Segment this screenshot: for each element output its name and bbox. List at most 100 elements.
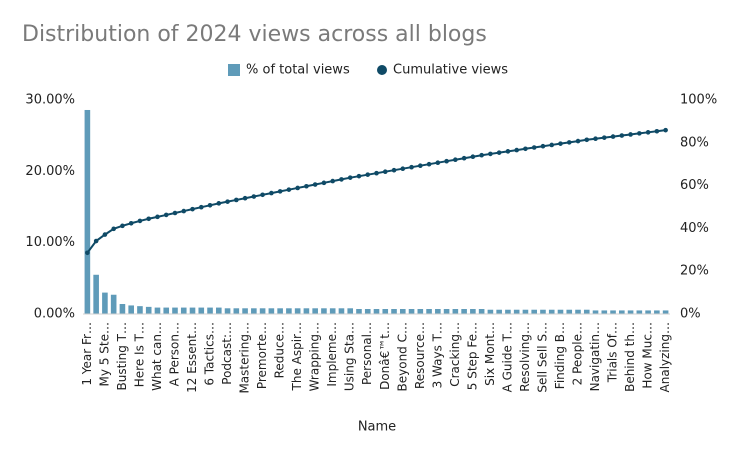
bar <box>399 309 406 314</box>
y-tick-label: 10.00% <box>25 235 75 250</box>
x-tick-label: Trials Of… <box>606 322 620 383</box>
x-tick-label: The Aspir… <box>290 322 304 391</box>
cumulative-point <box>146 216 152 222</box>
x-tick-label: Beyond C… <box>395 322 409 391</box>
cumulative-point <box>137 218 143 224</box>
cumulative-point <box>558 141 563 146</box>
cumulative-point <box>120 223 125 229</box>
cumulative-point <box>155 214 160 220</box>
cumulative-point <box>356 173 362 179</box>
bar <box>575 309 581 314</box>
x-tick-label: 12 Essent… <box>185 322 199 393</box>
bar <box>566 309 573 314</box>
bar <box>426 309 432 314</box>
x-tick-label: Behind th… <box>623 322 637 392</box>
bar <box>294 308 301 314</box>
bar <box>435 309 441 314</box>
bar <box>470 309 476 314</box>
bar <box>312 308 318 314</box>
cumulative-point <box>102 232 108 237</box>
x-tick-label: Reduce… <box>273 322 287 378</box>
cumulative-point <box>435 160 441 166</box>
x-tick-label: Here Is T… <box>132 322 146 387</box>
bar <box>619 310 625 314</box>
cumulative-point <box>531 145 537 150</box>
cumulative-point <box>391 167 397 173</box>
x-tick-label: Podcast:… <box>220 322 234 385</box>
x-tick-label: Impleme… <box>325 322 339 387</box>
cumulative-point <box>365 172 371 177</box>
cumulative-point <box>400 166 406 171</box>
cumulative-point <box>295 185 300 191</box>
cumulative-point <box>505 149 511 154</box>
cumulative-point <box>540 143 546 149</box>
bar <box>329 308 336 314</box>
cumulative-point <box>374 170 379 176</box>
bar <box>654 310 660 314</box>
bar <box>224 308 231 314</box>
bar <box>452 309 459 314</box>
y-tick-label: 0.00% <box>34 307 75 322</box>
bar <box>286 308 292 314</box>
x-tick-label: Resolving… <box>518 322 532 392</box>
bar <box>496 309 502 314</box>
bar <box>382 309 389 314</box>
x-tick-label: What can… <box>150 322 164 391</box>
x-tick-label: 6 Tactics… <box>203 322 217 386</box>
bar <box>645 310 651 314</box>
x-tick-label: Sell Sell S… <box>535 322 549 393</box>
bar <box>338 308 345 314</box>
y2-tick-label: 80% <box>680 135 709 150</box>
x-axis-title: Name <box>358 420 396 435</box>
bar <box>259 308 266 314</box>
x-tick-label: 2 People… <box>571 322 585 385</box>
x-tick-label: Using Sta… <box>343 322 357 391</box>
bar <box>93 274 99 314</box>
legend-label: % of total views <box>246 63 350 78</box>
cumulative-point <box>269 190 274 196</box>
cumulative-point <box>628 132 633 137</box>
bar <box>137 306 143 314</box>
bar <box>119 304 126 314</box>
bar <box>592 310 599 314</box>
bar <box>198 307 205 314</box>
bar <box>636 310 643 314</box>
bar <box>540 309 546 314</box>
cumulative-point <box>277 189 283 194</box>
x-tick-label: Premorte… <box>255 322 269 389</box>
bar <box>347 308 354 314</box>
cumulative-point <box>172 210 178 216</box>
cumulative-point <box>461 155 467 161</box>
cumulative-point <box>190 206 195 212</box>
bar <box>102 292 108 314</box>
bar <box>373 309 380 314</box>
bar <box>478 309 485 314</box>
cumulative-point <box>242 195 248 201</box>
cumulative-point <box>444 158 449 164</box>
cumulative-point <box>470 154 476 160</box>
bar <box>128 305 134 314</box>
x-tick-label: How Muc… <box>641 322 655 389</box>
cumulative-point <box>216 201 222 206</box>
x-tick-label: My 5 Ste… <box>97 322 111 386</box>
bar <box>180 307 187 314</box>
bar <box>601 310 608 314</box>
bar <box>233 308 240 314</box>
bar <box>163 307 170 314</box>
bar <box>154 307 161 314</box>
cumulative-point <box>593 136 598 142</box>
cumulative-point <box>601 135 607 140</box>
legend-marker <box>377 65 387 75</box>
bar <box>172 307 178 314</box>
cumulative-point <box>496 150 502 155</box>
bar <box>487 309 494 314</box>
y2-tick-label: 20% <box>680 264 709 279</box>
x-tick-label: Mastering… <box>238 322 252 394</box>
x-tick-label: 1 Year Fr… <box>80 322 94 386</box>
x-tick-label: Cracking… <box>448 322 462 387</box>
cumulative-point <box>181 208 187 214</box>
cumulative-point <box>111 226 116 232</box>
cumulative-point <box>566 140 572 145</box>
bar <box>303 308 310 314</box>
cumulative-point <box>382 169 388 174</box>
